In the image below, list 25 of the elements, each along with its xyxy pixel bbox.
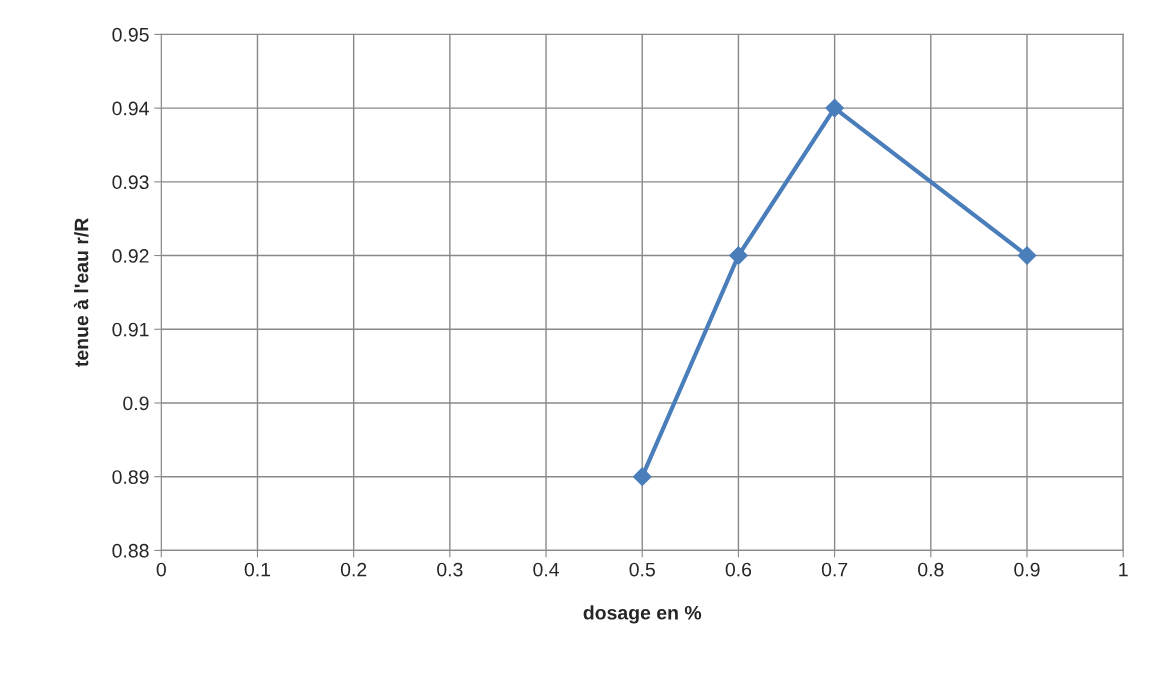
x-tick-label: 0.8 <box>918 562 944 577</box>
x-tick-label: 0.3 <box>437 562 463 577</box>
x-tick-label: 0.2 <box>340 562 367 577</box>
point <box>825 98 844 118</box>
y-tick-label: 0.95 <box>112 27 149 42</box>
y-tick-label: 0.9 <box>123 396 149 411</box>
y-axis-title: tenue à l'eau r/R <box>73 218 89 367</box>
y-tick-label: 0.88 <box>112 543 149 558</box>
point <box>729 246 748 265</box>
x-tick-label: 0.4 <box>533 562 559 577</box>
x-axis-title: dosage en % <box>583 605 702 624</box>
x-tick-label: 0.1 <box>244 562 271 577</box>
x-tick-label: 1 <box>1119 562 1128 577</box>
x-tick-label: 0.6 <box>725 562 752 577</box>
x-tick-label: 0.9 <box>1014 562 1040 577</box>
x-tick-label: 0.7 <box>821 562 848 577</box>
point <box>632 467 652 487</box>
y-tick-label: 0.89 <box>112 470 149 484</box>
y-tick-label: 0.94 <box>112 101 149 116</box>
y-tick-label: 0.93 <box>112 175 149 190</box>
y-tick-label: 0.92 <box>112 249 149 263</box>
x-tick-label: 0 <box>156 562 166 577</box>
point <box>1017 246 1037 265</box>
y-tick-label: 0.91 <box>112 322 149 337</box>
x-tick-label: 0.5 <box>629 562 655 577</box>
